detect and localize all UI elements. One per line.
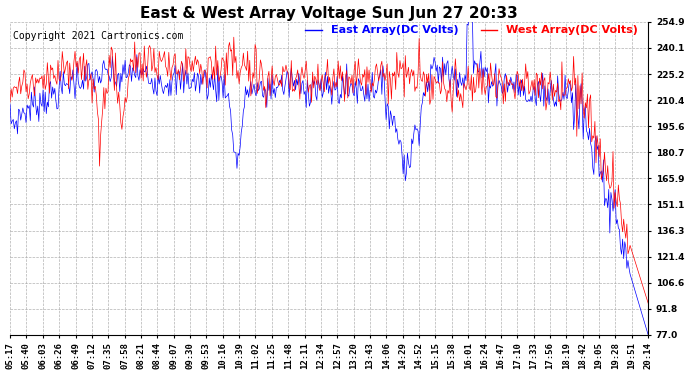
- East Array(DC Volts): [170, 70, 178, 75]
- West Array(DC Volts): [296, 97, 304, 101]
- East Array(DC Volts): [644, 333, 652, 337]
- West Array(DC Volts): [230, 35, 238, 39]
- East Array(DC Volts): [382, 117, 391, 122]
- West Array(DC Volts): [6, 100, 14, 104]
- West Array(DC Volts): [170, 54, 178, 58]
- West Array(DC Volts): [119, 114, 127, 119]
- West Array(DC Volts): [644, 301, 652, 306]
- Title: East & West Array Voltage Sun Jun 27 20:33: East & West Array Voltage Sun Jun 27 20:…: [140, 6, 518, 21]
- Text: Copyright 2021 Cartronics.com: Copyright 2021 Cartronics.com: [13, 31, 184, 41]
- East Array(DC Volts): [432, 69, 440, 74]
- East Array(DC Volts): [295, 71, 303, 76]
- East Array(DC Volts): [465, 14, 473, 18]
- East Array(DC Volts): [487, 80, 495, 84]
- West Array(DC Volts): [383, 62, 391, 66]
- East Array(DC Volts): [119, 62, 127, 67]
- West Array(DC Volts): [433, 79, 442, 84]
- West Array(DC Volts): [487, 72, 495, 77]
- Line: West Array(DC Volts): West Array(DC Volts): [10, 37, 648, 303]
- East Array(DC Volts): [6, 102, 14, 106]
- Line: East Array(DC Volts): East Array(DC Volts): [10, 16, 648, 335]
- Legend: East Array(DC Volts), West Array(DC Volts): East Array(DC Volts), West Array(DC Volt…: [301, 21, 642, 40]
